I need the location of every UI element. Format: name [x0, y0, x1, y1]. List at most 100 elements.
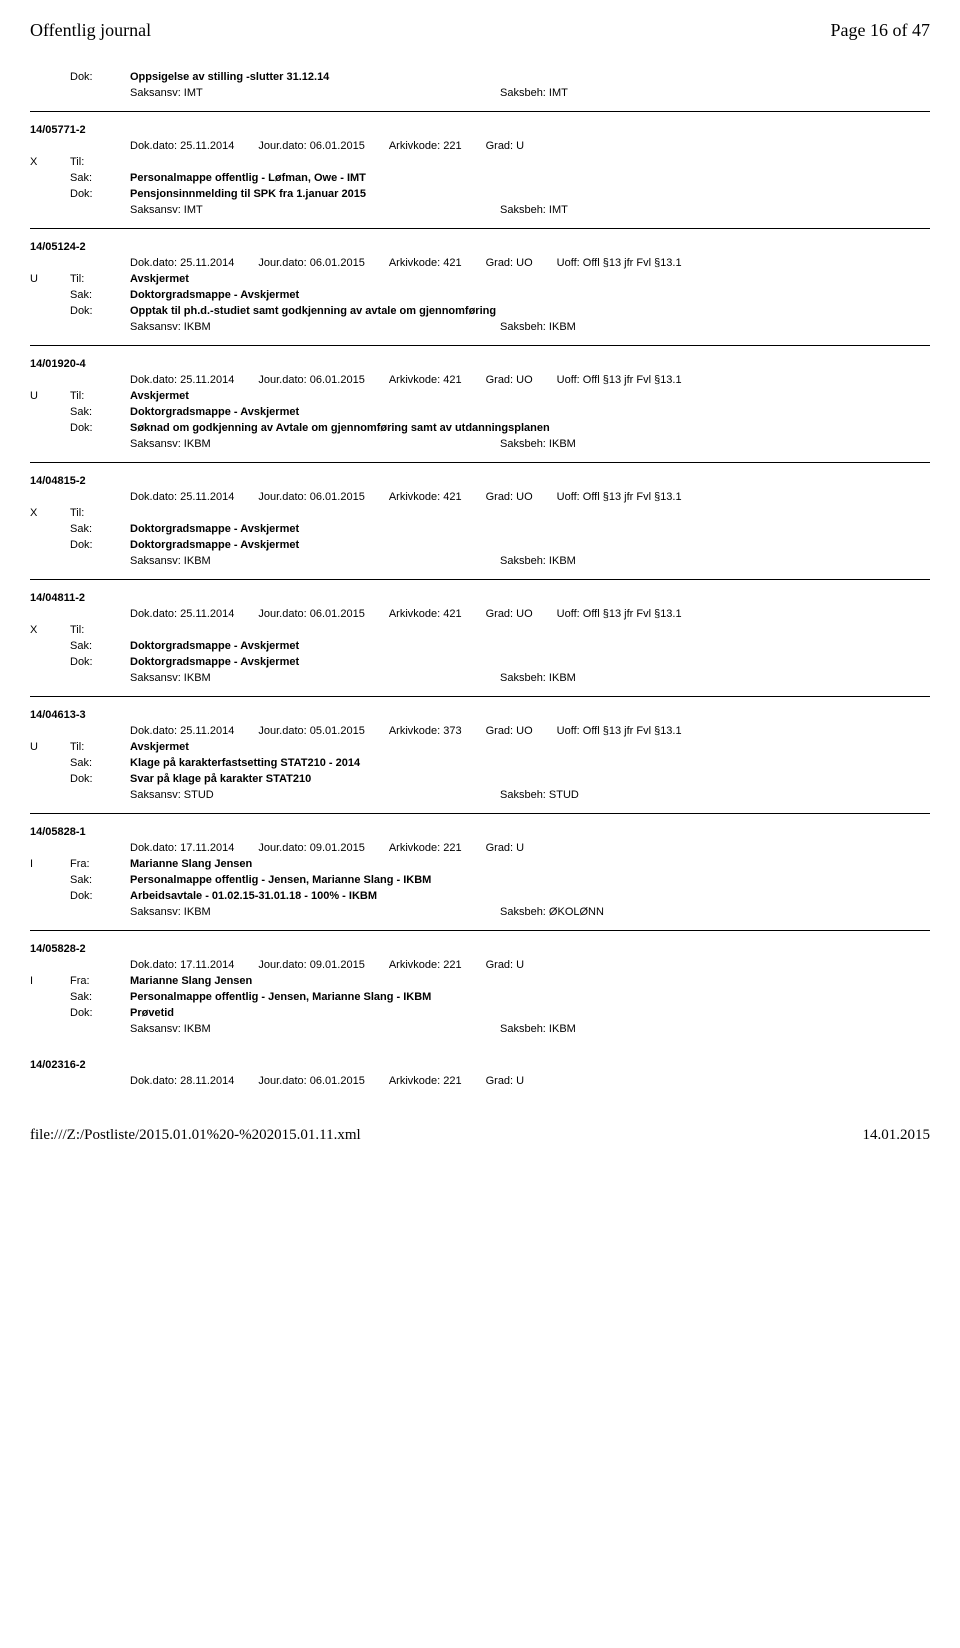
role-value: [130, 156, 930, 168]
dok-line: Dok:Opptak til ph.d.-studiet samt godkje…: [70, 305, 930, 317]
top-entry: Dok: Oppsigelse av stilling -slutter 31.…: [30, 71, 930, 112]
arkivkode: Arkivkode: 421: [389, 491, 462, 503]
role-label: Fra:: [70, 858, 130, 870]
sak-line: Sak:Doktorgradsmappe - Avskjermet: [70, 406, 930, 418]
role-line: UTil:Avskjermet: [30, 390, 930, 402]
field-label-sak: Sak:: [70, 991, 130, 1003]
dok-value: Søknad om godkjenning av Avtale om gjenn…: [130, 422, 930, 434]
grad: Grad: U: [486, 959, 525, 971]
role-label: Fra:: [70, 975, 130, 987]
role-code: I: [30, 858, 70, 870]
arkivkode: Arkivkode: 221: [389, 959, 462, 971]
journal-entry-partial: 14/02316-2 Dok.dato: 28.11.2014 Jour.dat…: [30, 1059, 930, 1087]
sak-line: Sak:Doktorgradsmappe - Avskjermet: [70, 640, 930, 652]
saksbeh: Saksbeh: IMT: [500, 204, 568, 216]
sak-value: Doktorgradsmappe - Avskjermet: [130, 406, 930, 418]
role-code: I: [30, 975, 70, 987]
footer-path: file:///Z:/Postliste/2015.01.01%20-%2020…: [30, 1127, 361, 1144]
field-label-sak: Sak:: [70, 406, 130, 418]
saksansv-line: Saksansv: STUDSaksbeh: STUD: [130, 789, 930, 801]
saksansv: Saksansv: IKBM: [130, 438, 500, 450]
field-label-dok: Dok:: [70, 422, 130, 434]
dok-value: Doktorgradsmappe - Avskjermet: [130, 539, 930, 551]
page-footer: file:///Z:/Postliste/2015.01.01%20-%2020…: [30, 1127, 930, 1144]
saksansv-line: Saksansv: IKBMSaksbeh: ØKOLØNN: [130, 906, 930, 918]
dok-dato: Dok.dato: 17.11.2014: [130, 959, 234, 971]
uoff: Uoff: Offl §13 jfr Fvl §13.1: [557, 374, 682, 386]
header-page: Page 16 of 47: [831, 20, 930, 41]
header-title: Offentlig journal: [30, 20, 151, 41]
sak-value: Doktorgradsmappe - Avskjermet: [130, 523, 930, 535]
role-code: U: [30, 741, 70, 753]
page-header: Offentlig journal Page 16 of 47: [30, 20, 930, 41]
role-label: Til:: [70, 390, 130, 402]
entry-id: 14/01920-4: [30, 358, 930, 370]
dok-line: Dok:Doktorgradsmappe - Avskjermet: [70, 539, 930, 551]
field-label-dok: Dok:: [70, 305, 130, 317]
dok-value: Doktorgradsmappe - Avskjermet: [130, 656, 930, 668]
role-label: Til:: [70, 156, 130, 168]
jour-dato: Jour.dato: 06.01.2015: [258, 608, 364, 620]
grad: Grad: U: [486, 842, 525, 854]
saksansv-line: Saksansv: IKBMSaksbeh: IKBM: [130, 555, 930, 567]
grad: Grad: U: [486, 1075, 525, 1087]
meta-line: Dok.dato: 17.11.2014 Jour.dato: 09.01.201…: [130, 959, 930, 971]
dok-value: Svar på klage på karakter STAT210: [130, 773, 930, 785]
arkivkode: Arkivkode: 221: [389, 140, 462, 152]
field-label-dok: Dok:: [70, 890, 130, 902]
arkivkode: Arkivkode: 221: [389, 842, 462, 854]
sak-value: Klage på karakterfastsetting STAT210 - 2…: [130, 757, 930, 769]
entry-id: 14/04811-2: [30, 592, 930, 604]
role-line: XTil:: [30, 156, 930, 168]
field-label-sak: Sak:: [70, 757, 130, 769]
uoff: Uoff: Offl §13 jfr Fvl §13.1: [557, 608, 682, 620]
dok-value: Opptak til ph.d.-studiet samt godkjennin…: [130, 305, 930, 317]
role-code: X: [30, 156, 70, 168]
jour-dato: Jour.dato: 06.01.2015: [258, 140, 364, 152]
dok-line: Dok:Prøvetid: [70, 1007, 930, 1019]
sak-line: Sak:Klage på karakterfastsetting STAT210…: [70, 757, 930, 769]
arkivkode: Arkivkode: 221: [389, 1075, 462, 1087]
role-line: IFra:Marianne Slang Jensen: [30, 975, 930, 987]
field-label-sak: Sak:: [70, 640, 130, 652]
entry-id: 14/05124-2: [30, 241, 930, 253]
jour-dato: Jour.dato: 09.01.2015: [258, 959, 364, 971]
meta-line: Dok.dato: 25.11.2014Jour.dato: 06.01.201…: [130, 608, 930, 620]
role-value: [130, 507, 930, 519]
role-line: XTil:: [30, 624, 930, 636]
field-label-sak: Sak:: [70, 874, 130, 886]
role-code: U: [30, 273, 70, 285]
journal-entry: 14/04613-3Dok.dato: 25.11.2014Jour.dato:…: [30, 709, 930, 814]
jour-dato: Jour.dato: 05.01.2015: [258, 725, 364, 737]
jour-dato: Jour.dato: 06.01.2015: [258, 257, 364, 269]
dok-dato: Dok.dato: 25.11.2014: [130, 257, 234, 269]
saksansv: Saksansv: IKBM: [130, 672, 500, 684]
dok-dato: Dok.dato: 17.11.2014: [130, 842, 234, 854]
field-label-dok: Dok:: [70, 539, 130, 551]
top-dok-value: Oppsigelse av stilling -slutter 31.12.14: [130, 71, 930, 83]
dok-dato: Dok.dato: 25.11.2014: [130, 374, 234, 386]
meta-line: Dok.dato: 25.11.2014Jour.dato: 06.01.201…: [130, 140, 930, 152]
dok-line: Dok:Søknad om godkjenning av Avtale om g…: [70, 422, 930, 434]
saksbeh: Saksbeh: IKBM: [500, 1023, 576, 1035]
meta-line: Dok.dato: 25.11.2014 Jour.dato: 06.01.201…: [130, 257, 930, 269]
dok-line: Dok:Doktorgradsmappe - Avskjermet: [70, 656, 930, 668]
arkivkode: Arkivkode: 421: [389, 374, 462, 386]
dok-line: Dok:Pensjonsinnmelding til SPK fra 1.jan…: [70, 188, 930, 200]
saksbeh: Saksbeh: IKBM: [500, 555, 576, 567]
jour-dato: Jour.dato: 06.01.2015: [258, 1075, 364, 1087]
journal-entry: 14/05828-1Dok.dato: 17.11.2014Jour.dato:…: [30, 826, 930, 931]
role-line: XTil:: [30, 507, 930, 519]
meta-line: Dok.dato: 25.11.2014Jour.dato: 06.01.201…: [130, 491, 930, 503]
uoff: Uoff: Offl §13 jfr Fvl §13.1: [557, 491, 682, 503]
role-label: Til:: [70, 741, 130, 753]
field-label-dok: Dok:: [70, 773, 130, 785]
grad: Grad: UO: [486, 608, 533, 620]
field-label-sak: Sak:: [70, 289, 130, 301]
role-label: Til:: [70, 624, 130, 636]
sak-value: Personalmappe offentlig - Løfman, Owe - …: [130, 172, 930, 184]
journal-entry: 14/05124-2 Dok.dato: 25.11.2014 Jour.dato:…: [30, 241, 930, 346]
entry-id: 14/02316-2: [30, 1059, 930, 1071]
field-label-dok: Dok:: [70, 656, 130, 668]
field-label-dok: Dok:: [70, 71, 130, 83]
